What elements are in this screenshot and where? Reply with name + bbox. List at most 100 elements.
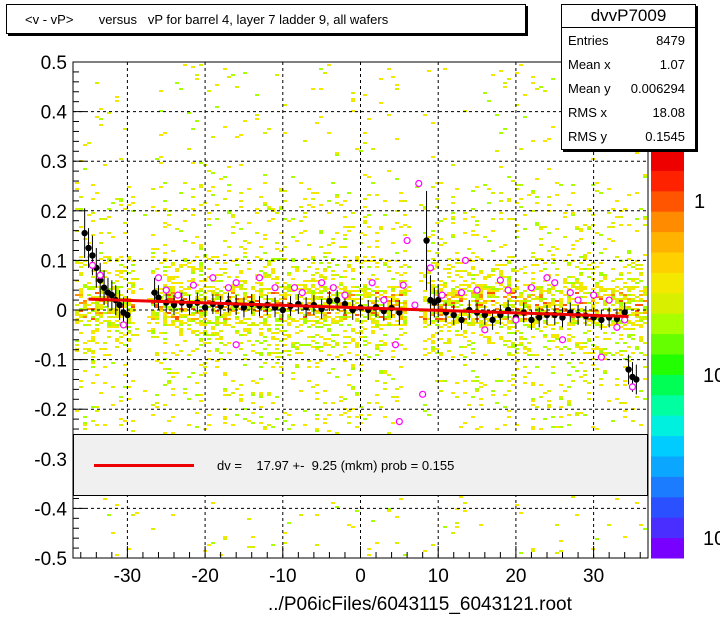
density-cell xyxy=(155,336,159,338)
density-cell xyxy=(363,310,367,312)
density-cell xyxy=(311,340,315,342)
density-cell xyxy=(579,288,583,290)
density-cell xyxy=(247,308,251,310)
density-cell xyxy=(347,374,351,376)
density-cell xyxy=(403,348,407,350)
density-cell xyxy=(631,334,635,336)
density-cell xyxy=(215,320,219,322)
density-cell xyxy=(387,322,391,324)
density-cell xyxy=(479,306,483,308)
density-cell xyxy=(207,300,211,302)
density-cell xyxy=(311,300,315,302)
density-cell xyxy=(543,280,547,282)
density-cell xyxy=(287,350,291,352)
density-cell xyxy=(439,330,443,332)
density-cell xyxy=(479,270,483,272)
density-cell xyxy=(83,264,87,266)
density-cell xyxy=(503,82,507,84)
density-cell xyxy=(351,212,355,214)
density-cell xyxy=(203,342,207,344)
density-cell xyxy=(299,308,303,310)
density-cell xyxy=(635,286,639,288)
density-cell xyxy=(263,202,267,204)
density-cell xyxy=(475,256,479,258)
density-cell xyxy=(151,318,155,320)
density-cell xyxy=(195,74,199,76)
profile-marker xyxy=(116,301,123,309)
density-cell xyxy=(555,308,559,310)
density-cell xyxy=(187,424,191,426)
density-cell xyxy=(535,322,539,324)
density-cell xyxy=(471,290,475,292)
density-cell xyxy=(479,326,483,328)
density-cell xyxy=(379,102,383,104)
density-cell xyxy=(283,412,287,414)
density-cell xyxy=(351,98,355,100)
density-cell xyxy=(451,320,455,322)
density-cell xyxy=(639,264,643,266)
density-cell xyxy=(291,372,295,374)
density-cell xyxy=(255,300,259,302)
density-cell xyxy=(563,310,567,312)
density-cell xyxy=(579,274,583,276)
density-cell xyxy=(315,348,319,350)
density-cell xyxy=(511,268,515,270)
density-cell xyxy=(595,428,599,430)
density-cell xyxy=(91,270,95,272)
density-cell xyxy=(643,398,647,400)
density-cell xyxy=(123,364,127,366)
density-cell xyxy=(463,336,467,338)
density-cell xyxy=(399,266,403,268)
density-cell xyxy=(507,326,511,328)
density-cell xyxy=(391,350,395,352)
density-cell xyxy=(275,348,279,350)
density-cell xyxy=(467,286,471,288)
density-cell xyxy=(631,338,635,340)
density-cell xyxy=(343,246,347,248)
density-cell xyxy=(259,290,263,292)
density-cell xyxy=(623,296,627,298)
density-cell xyxy=(355,416,359,418)
density-cell xyxy=(243,256,247,258)
density-cell xyxy=(351,290,355,292)
density-cell xyxy=(387,296,391,298)
density-cell xyxy=(319,298,323,300)
density-cell xyxy=(547,390,551,392)
density-cell xyxy=(471,342,475,344)
density-cell xyxy=(583,302,587,304)
density-cell xyxy=(579,272,583,274)
density-cell xyxy=(131,514,135,516)
density-cell xyxy=(611,280,615,282)
density-cell xyxy=(99,288,103,290)
density-cell xyxy=(387,510,391,512)
density-cell xyxy=(235,308,239,310)
density-cell xyxy=(267,314,271,316)
density-cell xyxy=(539,286,543,288)
density-cell xyxy=(315,430,319,432)
density-cell xyxy=(515,344,519,346)
open-marker xyxy=(162,286,170,294)
profile-marker xyxy=(633,376,640,383)
density-cell xyxy=(347,294,351,296)
density-cell xyxy=(227,76,231,78)
density-cell xyxy=(375,262,379,264)
density-cell xyxy=(195,290,199,292)
density-cell xyxy=(99,218,103,220)
density-cell xyxy=(459,288,463,290)
density-cell xyxy=(499,272,503,274)
density-cell xyxy=(367,402,371,404)
density-cell xyxy=(167,224,171,226)
density-cell xyxy=(627,272,631,274)
density-cell xyxy=(379,344,383,346)
density-cell xyxy=(99,348,103,350)
density-cell xyxy=(551,334,555,336)
density-cell xyxy=(503,316,507,318)
density-cell xyxy=(199,312,203,314)
density-cell xyxy=(95,424,99,426)
density-cell xyxy=(387,68,391,70)
density-cell xyxy=(295,348,299,350)
density-cell xyxy=(563,216,567,218)
density-cell xyxy=(167,286,171,288)
density-cell xyxy=(327,132,331,134)
density-cell xyxy=(363,206,367,208)
